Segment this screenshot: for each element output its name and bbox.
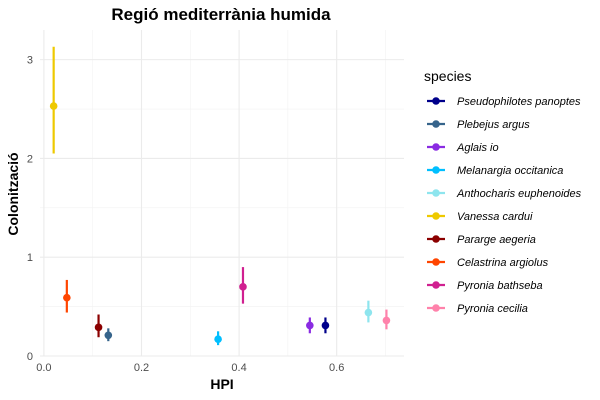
x-axis-title: HPI <box>210 376 233 392</box>
legend-label: Pyronia cecilia <box>457 303 528 315</box>
data-point <box>382 316 391 325</box>
legend-key-point <box>432 166 440 174</box>
legend-key-point <box>432 189 440 197</box>
legend-label: Pyronia bathseba <box>457 280 543 292</box>
data-point <box>49 102 58 110</box>
data-point <box>214 335 222 344</box>
legend-key-point <box>432 212 440 220</box>
legend-label: Melanargia occitanica <box>457 165 563 177</box>
y-tick-label: 2 <box>27 153 33 165</box>
data-point <box>239 283 247 291</box>
legend-label: Vanessa cardui <box>457 211 533 223</box>
data-point <box>364 308 373 317</box>
legend-label: Pararge aegeria <box>457 234 536 246</box>
data-point <box>63 293 71 302</box>
legend-key-point <box>432 304 440 312</box>
legend-key-point <box>432 97 440 105</box>
data-point <box>306 321 314 330</box>
grid <box>40 30 404 357</box>
y-tick-label: 0 <box>27 351 33 363</box>
data-point <box>94 323 103 332</box>
y-tick-labels: 0 1 2 3 <box>27 55 33 363</box>
legend-key-point <box>432 258 440 266</box>
legend-key-point <box>432 281 440 289</box>
legend-label: Aglais io <box>456 142 499 154</box>
data-point <box>321 321 330 330</box>
y-axis-title: Colonització <box>5 152 21 235</box>
legend-label: Pseudophilotes panoptes <box>457 96 581 108</box>
data-marks <box>49 46 391 346</box>
x-tick-label: 0.4 <box>231 362 246 374</box>
legend-label: Anthocharis euphenoides <box>456 188 582 200</box>
legend-key-point <box>432 235 440 243</box>
y-tick-label: 3 <box>27 55 33 67</box>
y-tick-label: 1 <box>27 252 33 264</box>
x-tick-label: 0.0 <box>36 362 51 374</box>
data-point <box>104 331 113 340</box>
legend-label: Plebejus argus <box>457 119 530 131</box>
x-tick-label: 0.6 <box>329 362 344 374</box>
legend-key-point <box>432 143 440 151</box>
legend-key-point <box>432 120 440 128</box>
x-tick-label: 0.2 <box>134 362 149 374</box>
legend: species Pseudophilotes panoptes Plebejus … <box>424 68 582 315</box>
chart-title: Regió mediterrània humida <box>111 5 331 24</box>
x-tick-labels: 0.0 0.2 0.4 0.6 <box>36 362 344 374</box>
legend-title: species <box>424 68 471 84</box>
legend-label: Celastrina argiolus <box>457 257 549 269</box>
